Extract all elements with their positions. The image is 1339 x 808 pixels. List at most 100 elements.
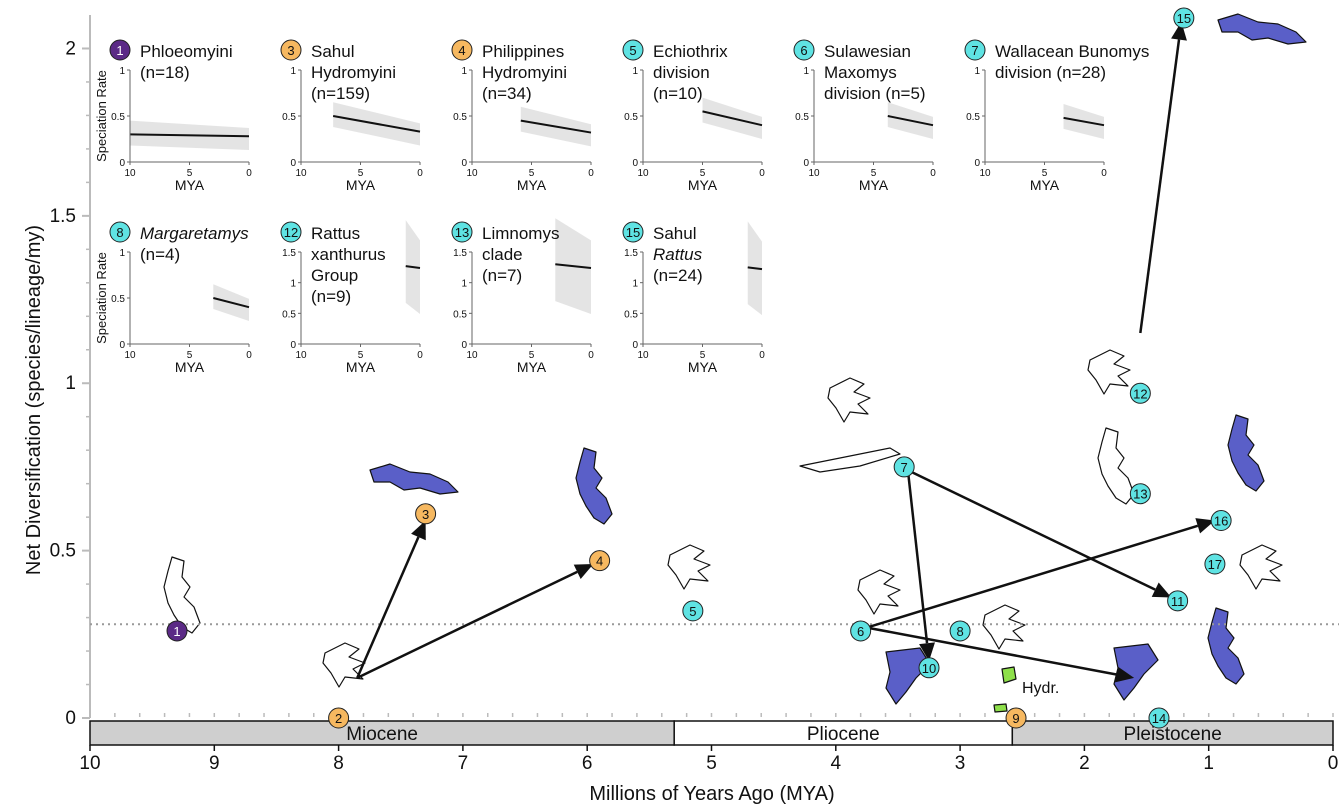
y-tick-label: 0	[65, 708, 76, 729]
inset-badge-label: 12	[284, 225, 298, 240]
arrow-head	[573, 564, 594, 580]
inset-y-tick-label: 1	[461, 66, 467, 77]
y-tick-label: 2	[65, 38, 76, 59]
inset-rate-line	[520, 119, 592, 134]
x-tick-label: 0	[1328, 753, 1339, 774]
inset-4: 0 0.5 1 10 5 0 MYA 4 Philippines Hydromyini (n=34)	[451, 39, 594, 193]
arrow	[866, 626, 1117, 676]
inset-badge-label: 8	[116, 225, 123, 240]
inset-x-tick-label: 5	[358, 350, 364, 361]
inset-badge	[451, 221, 473, 243]
inset-y-tick-label: 0.5	[282, 309, 296, 320]
inset-x-tick-label: 0	[1101, 168, 1107, 179]
node-8: 8	[949, 620, 971, 642]
arrow	[1139, 39, 1181, 334]
node-11: 11	[1167, 590, 1189, 612]
inset-title-line: (n=10)	[653, 84, 703, 103]
inset-x-tick-label: 10	[808, 168, 820, 179]
inset-y-tick-label: 0.5	[624, 112, 638, 123]
node-label: 11	[1171, 594, 1185, 609]
node-circle	[1005, 707, 1027, 729]
node-circle	[893, 456, 915, 478]
inset-badge-label: 15	[626, 225, 640, 240]
inset-x-label: MYA	[517, 359, 547, 375]
node-label: 9	[1012, 711, 1019, 726]
node-16: 16	[1210, 509, 1232, 531]
map-philippines	[575, 447, 613, 525]
inset-x-tick-label: 10	[295, 350, 307, 361]
map-sulawesi-outline	[322, 642, 366, 688]
node-circle	[1148, 707, 1170, 729]
inset-y-tick-label: 0.5	[795, 112, 809, 123]
x-tick-label: 4	[831, 753, 842, 774]
inset-title-line: (n=24)	[653, 266, 703, 285]
inset-x-tick-label: 5	[871, 168, 877, 179]
inset-x-tick-label: 10	[466, 350, 478, 361]
node-circle	[682, 600, 704, 622]
inset-y-tick-label: 0.5	[624, 309, 638, 320]
inset-x-tick-label: 5	[700, 350, 706, 361]
y-tick-label: 1	[65, 373, 76, 394]
inset-y-tick-label: 1	[290, 279, 296, 290]
y-tick-label: 0.5	[50, 541, 76, 562]
inset-title-line: (n=34)	[482, 84, 532, 103]
inset-x-tick-label: 10	[637, 168, 649, 179]
inset-y-tick-label: 1	[461, 279, 467, 290]
arrow	[356, 536, 420, 679]
inset-rate-line	[887, 115, 934, 127]
inset-x-tick-label: 0	[246, 168, 252, 179]
inset-badge	[280, 221, 302, 243]
inset-x-label: MYA	[175, 177, 205, 193]
x-tick-label: 7	[458, 753, 469, 774]
inset-y-tick-label: 1	[119, 248, 125, 259]
arrow-head	[411, 520, 426, 541]
hydr-label: Hydr.	[1022, 680, 1059, 697]
arrows	[356, 21, 1215, 683]
inset-x-label: MYA	[859, 177, 889, 193]
axes: 0 0.5 1 1.5 2	[50, 15, 1339, 729]
node-17: 17	[1204, 553, 1226, 575]
inset-x-tick-label: 5	[529, 350, 535, 361]
node-label: 2	[335, 711, 342, 726]
inset-y-tick-label: 0.5	[453, 112, 467, 123]
inset-badge	[964, 39, 986, 61]
inset-x-tick-label: 5	[358, 168, 364, 179]
node-3: 3	[415, 503, 437, 525]
inset-title-line: Hydromyini	[482, 63, 567, 82]
inset-x-label: MYA	[688, 177, 718, 193]
node-9: 9	[1005, 707, 1027, 729]
arrow	[356, 570, 578, 679]
node-circle	[1167, 590, 1189, 612]
inset-x-tick-label: 0	[588, 168, 594, 179]
inset-x-tick-label: 5	[187, 168, 193, 179]
inset-title-line: Limnomys	[482, 224, 559, 243]
inset-1: 0 0.5 1 10 5 0 MYA Speciation Rate 1 Phloeomyini (…	[94, 39, 252, 193]
inset-title-line: Group	[311, 266, 358, 285]
inset-badge-label: 13	[455, 225, 469, 240]
inset-x-tick-label: 0	[759, 350, 765, 361]
inset-x-tick-label: 10	[979, 168, 991, 179]
inset-title-line: xanthurus	[311, 245, 386, 264]
node-label: 12	[1133, 386, 1147, 401]
inset-x-tick-label: 0	[930, 168, 936, 179]
inset-title-line: Wallacean Bunomys	[995, 42, 1149, 61]
inset-badge	[109, 221, 131, 243]
node-circle	[1129, 483, 1151, 505]
inset-y-tick-label: 1	[632, 66, 638, 77]
inset-y-tick-label: 0	[974, 158, 980, 169]
arrow-head	[1195, 518, 1215, 534]
map-sulawesi-outline	[667, 544, 711, 590]
inset-badge-label: 3	[287, 43, 294, 58]
inset-12: 0 0.5 1 1.5 10 5 0 MYA 12 Rattus xanthurus Group (n=…	[280, 220, 423, 375]
inset-y-label: Speciation Rate	[94, 252, 109, 344]
x-tick-label: 5	[706, 753, 717, 774]
inset-x-tick-label: 10	[124, 168, 136, 179]
node-label: 10	[922, 661, 936, 676]
inset-x-tick-label: 10	[124, 350, 136, 361]
map-sulawesi-outline	[1239, 544, 1283, 590]
inset-title-line: division (n=5)	[824, 84, 926, 103]
inset-x-tick-label: 5	[187, 350, 193, 361]
inset-y-tick-label: 0	[803, 158, 809, 169]
inset-title-line: Sulawesian	[824, 42, 911, 61]
